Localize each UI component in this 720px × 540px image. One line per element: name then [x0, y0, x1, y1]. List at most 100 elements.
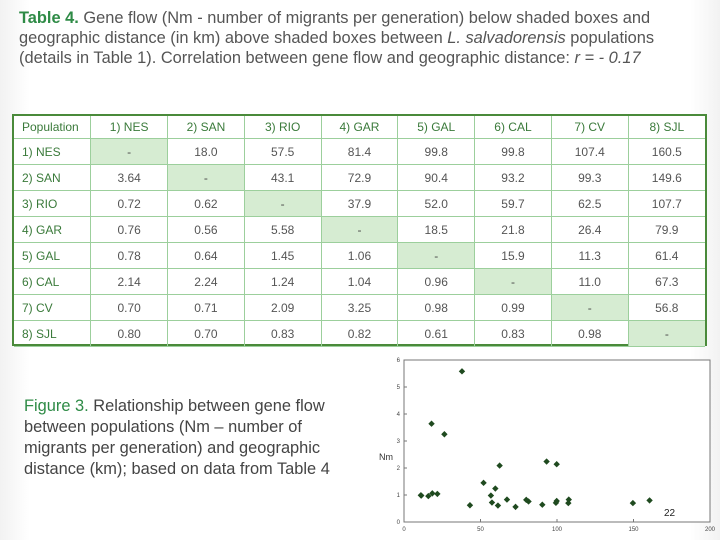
- table-cell: 62.5: [550, 190, 629, 217]
- row-header: 1) NES: [14, 138, 91, 165]
- table-cell: 0.96: [397, 268, 475, 295]
- gene-flow-table: Population 1) NES 2) SAN 3) RIO 4) GAR 5) GAL…: [12, 114, 707, 347]
- table-cell: 93.2: [474, 164, 552, 191]
- table-cell: 99.8: [474, 138, 552, 165]
- data-point: [466, 502, 474, 509]
- table-cell: 1.04: [320, 268, 398, 295]
- table-cell: 0.80: [90, 320, 168, 347]
- data-point: [480, 479, 487, 487]
- table-cell: 2.14: [90, 268, 168, 295]
- table-cell: 0.56: [167, 216, 245, 243]
- table-cell: 0.78: [90, 242, 168, 269]
- diagonal-cell: -: [550, 294, 629, 321]
- table-caption: Table 4. Gene flow (Nm - number of migra…: [19, 8, 709, 68]
- table-row: 8) SJL 0.80 0.70 0.83 0.82 0.61 0.83 0.98-: [14, 320, 705, 347]
- table-cell: 1.45: [243, 242, 322, 269]
- diagonal-cell: -: [167, 164, 245, 191]
- diagonal-cell: -: [320, 216, 398, 243]
- table-cell: 0.82: [320, 320, 398, 347]
- row-header: 3) RIO: [14, 190, 91, 217]
- table-cell: 2.09: [243, 294, 322, 321]
- table-cell: 11.3: [550, 242, 629, 269]
- x-tick-label: 50: [477, 527, 484, 533]
- table-cell: 11.0: [550, 268, 629, 295]
- data-point: [525, 498, 532, 505]
- diagonal-cell: -: [397, 242, 475, 269]
- table-cell: 0.72: [90, 190, 168, 217]
- table-cell: 18.5: [397, 216, 475, 243]
- data-point: [487, 492, 495, 499]
- table-cell: 59.7: [474, 190, 552, 217]
- column-header: 8) SJL: [627, 116, 705, 139]
- table-header-row: Population 1) NES 2) SAN 3) RIO 4) GAR 5) GAL…: [14, 116, 705, 139]
- table-cell: 37.9: [320, 190, 398, 217]
- column-header: 4) GAR: [320, 116, 398, 139]
- data-point: [553, 461, 560, 468]
- table-cell: 72.9: [320, 164, 398, 191]
- table-cell: 0.64: [167, 242, 245, 269]
- table-cell: 21.8: [474, 216, 552, 243]
- data-point: [496, 462, 503, 469]
- table-cell: 1.24: [243, 268, 322, 295]
- table-cell: 0.62: [167, 190, 245, 217]
- row-header: 5) GAL: [14, 242, 91, 269]
- table-row: 5) GAL 0.78 0.64 1.45 1.06-15.9 11.3 61.4: [14, 242, 705, 269]
- scatter-plot: 0 50 100 150 200 0 1 2 3 4 5 6 Nm: [379, 358, 716, 533]
- table-cell: 15.9: [474, 242, 552, 269]
- data-point: [492, 485, 499, 492]
- y-tick-label: 6: [397, 358, 401, 364]
- table-cell: 1.06: [320, 242, 398, 269]
- data-point: [441, 431, 448, 438]
- table-row: 2) SAN 3.64-43.1 72.9 90.4 93.2 99.3 149.6: [14, 164, 705, 191]
- table-cell: 107.4: [550, 138, 629, 165]
- table-cell: 90.4: [397, 164, 475, 191]
- table-cell: 160.5: [627, 138, 705, 165]
- y-tick-label: 1: [397, 493, 401, 499]
- data-point: [417, 492, 425, 499]
- table-row: 1) NES -18.0 57.5 81.4 99.8 99.8 107.4 160.5: [14, 138, 705, 165]
- table-cell: 79.9: [627, 216, 705, 243]
- column-header: 1) NES: [90, 116, 168, 139]
- species-name: L. salvadorensis: [447, 29, 566, 47]
- data-point: [488, 499, 496, 506]
- x-tick-label: 200: [705, 527, 716, 533]
- table-cell: 0.99: [474, 294, 552, 321]
- x-tick-label: 0: [402, 527, 406, 533]
- diagonal-cell: -: [474, 268, 552, 295]
- row-header: 8) SJL: [14, 320, 91, 347]
- table-cell: 61.4: [627, 242, 705, 269]
- row-header: 7) CV: [14, 294, 91, 321]
- table-cell: 0.71: [167, 294, 245, 321]
- column-header: 2) SAN: [167, 116, 245, 139]
- table-cell: 43.1: [243, 164, 322, 191]
- plot-frame: [403, 359, 711, 523]
- table-cell: 81.4: [320, 138, 398, 165]
- table-cell: 0.83: [474, 320, 552, 347]
- data-point: [425, 492, 432, 500]
- y-tick-label: 3: [397, 439, 401, 445]
- column-header: 6) CAL: [474, 116, 552, 139]
- table-cell: 0.98: [550, 320, 629, 347]
- table-cell: 0.83: [243, 320, 322, 347]
- table-row: 6) CAL 2.14 2.24 1.24 1.04 0.96-11.0 67.3: [14, 268, 705, 295]
- table-row: 7) CV 0.70 0.71 2.09 3.25 0.98 0.99-56.8: [14, 294, 705, 321]
- row-header: 2) SAN: [14, 164, 91, 191]
- y-tick-label: 4: [397, 412, 401, 418]
- table-cell: 107.7: [627, 190, 705, 217]
- table-row: 4) GAR 0.76 0.56 5.58-18.5 21.8 26.4 79.9: [14, 216, 705, 243]
- table-cell: 5.58: [243, 216, 322, 243]
- figure-caption-text: Relationship between gene flow between p…: [24, 397, 330, 478]
- table-cell: 67.3: [627, 268, 705, 295]
- column-header-population: Population: [14, 116, 91, 139]
- data-point: [565, 496, 572, 503]
- table-cell: 52.0: [397, 190, 475, 217]
- column-header: 7) CV: [550, 116, 629, 139]
- table-cell: 149.6: [627, 164, 705, 191]
- diagonal-cell: -: [90, 138, 168, 165]
- column-header: 5) GAL: [397, 116, 475, 139]
- table-cell: 57.5: [243, 138, 322, 165]
- table-cell: 0.76: [90, 216, 168, 243]
- data-point: [428, 420, 435, 427]
- caption-text-b: populations (details in Table 1). Correl…: [19, 29, 655, 67]
- table-cell: 0.70: [90, 294, 168, 321]
